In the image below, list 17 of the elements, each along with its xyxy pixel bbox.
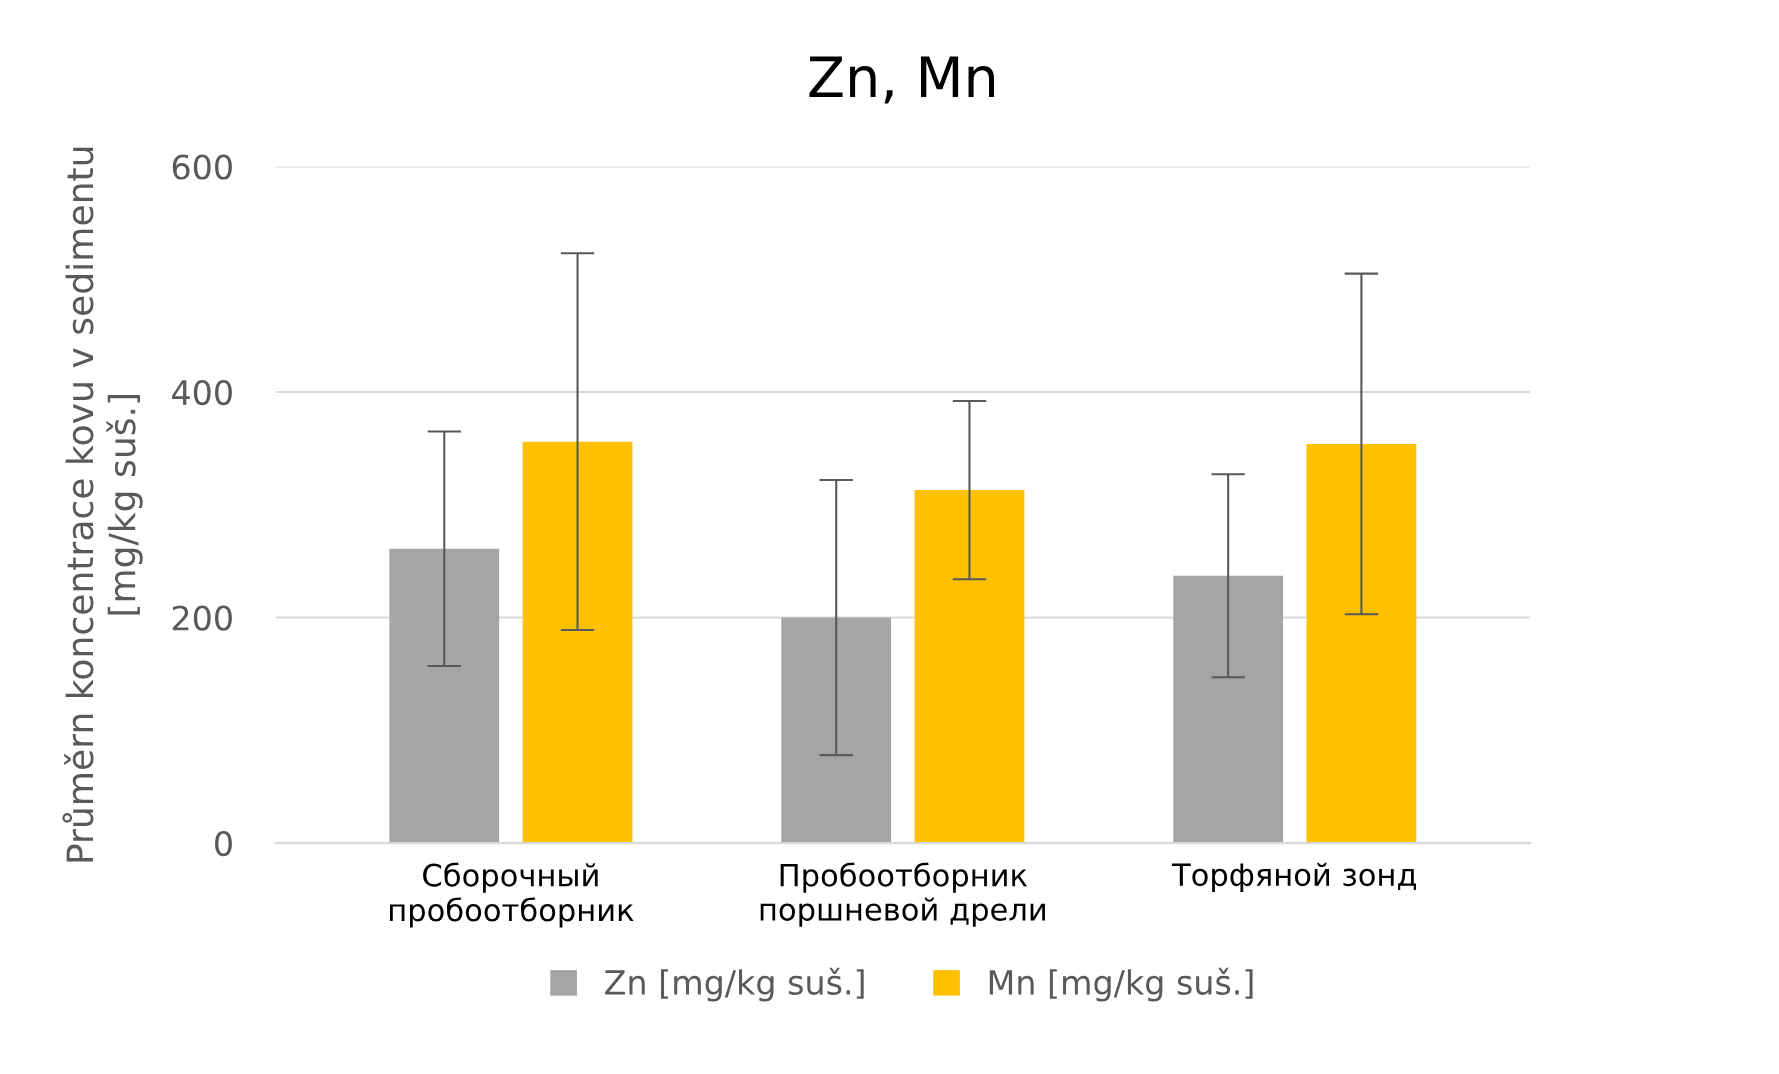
y-tick-label: 200 xyxy=(172,605,232,631)
bar xyxy=(522,441,633,844)
bar xyxy=(914,490,1025,844)
chart-title: Zn, Mn xyxy=(809,56,994,104)
legend-label: Mn [mg/kg suš.] xyxy=(989,967,1253,1002)
x-tick-label: Пробоотборник поршневой дрели xyxy=(760,862,1045,927)
x-tick-label: Сборочный пробоотборник xyxy=(390,862,634,928)
y-tick-label: 400 xyxy=(172,379,232,406)
bar xyxy=(389,548,500,844)
y-axis-title: Průměrn koncentrace kovu v sedimentu [mg/kg suš.] xyxy=(62,147,143,862)
x-tick-label: Торфяной зонд xyxy=(1171,862,1416,893)
y-tick-label: 600 xyxy=(172,154,232,180)
bar xyxy=(1306,443,1417,844)
legend-label: Zn [mg/kg suš.] xyxy=(605,967,864,1002)
bar xyxy=(1173,575,1284,844)
y-tick-label: 0 xyxy=(215,831,232,857)
bar xyxy=(781,617,892,844)
